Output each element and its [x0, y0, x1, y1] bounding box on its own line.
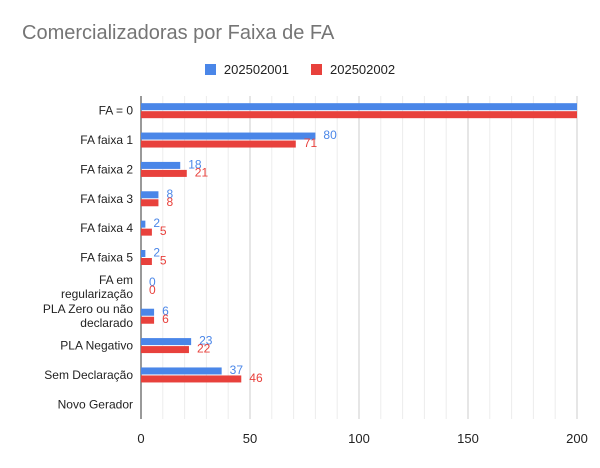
category-label: Novo Gerador	[58, 397, 133, 411]
bar-series-1	[141, 191, 159, 199]
bar-series-2	[141, 346, 189, 354]
chart-title: Comercializadoras por Faixa de FA	[22, 22, 335, 44]
category-label: PLA Negativo	[60, 339, 133, 353]
bar-series-1	[141, 250, 146, 257]
x-tick-label: 200	[566, 431, 588, 446]
data-label-series-2: 5	[160, 224, 167, 238]
data-label-series-1: 80	[323, 128, 337, 142]
data-label-series-2: 0	[149, 283, 156, 297]
bar-series-2	[141, 316, 155, 324]
data-label-series-1: 2	[153, 216, 160, 230]
legend-label-series-2: 202502002	[330, 62, 396, 77]
data-label-series-2: 22	[197, 342, 211, 356]
bar-series-1	[141, 220, 146, 228]
data-label-series-1: 18	[188, 157, 202, 171]
category-label: regularização	[61, 287, 133, 301]
data-label-series-1: 37	[230, 363, 244, 377]
data-label-series-2: 21	[195, 165, 209, 179]
bar-series-2	[141, 228, 152, 236]
data-label-series-2: 6	[162, 312, 169, 326]
x-tick-label: 0	[137, 431, 144, 446]
category-label: FA faixa 4	[80, 221, 133, 235]
category-label: FA faixa 3	[80, 192, 133, 206]
bar-series-2	[141, 140, 296, 148]
bar-series-1	[141, 367, 222, 375]
category-label: declarado	[80, 316, 133, 330]
bar-series-1	[141, 338, 192, 346]
bar-series-2	[141, 258, 152, 265]
legend-swatch-series-1	[204, 64, 216, 75]
data-label-series-1: 0	[149, 275, 156, 289]
legend-label-series-1: 202502001	[223, 62, 289, 77]
bar-series-2	[141, 375, 242, 383]
data-label-series-1: 23	[199, 334, 213, 348]
bar-series-2	[141, 199, 159, 207]
category-label: FA faixa 2	[80, 162, 133, 176]
bar-series-1	[141, 161, 181, 169]
x-tick-label: 50	[243, 431, 257, 446]
legend-swatch-series-2	[311, 64, 322, 75]
data-label-series-2: 71	[304, 136, 318, 150]
bar-series-2	[141, 111, 577, 119]
data-label-series-2: 5	[160, 254, 167, 268]
category-label: PLA Zero ou não	[43, 302, 133, 316]
category-label: FA = 0	[99, 104, 134, 118]
legend-item-series-1: 202502001	[204, 62, 289, 77]
bar-series-1	[141, 103, 577, 111]
category-label: Sem Declaração	[44, 368, 133, 382]
x-tick-label: 100	[348, 431, 370, 446]
data-label-series-1: 8	[166, 187, 173, 201]
data-label-series-1: 2	[153, 246, 160, 260]
category-label: FA em	[99, 273, 133, 287]
legend: 202502001 202502002	[0, 62, 600, 77]
x-tick-label: 150	[457, 431, 479, 446]
category-label: FA faixa 1	[80, 133, 133, 147]
category-label: FA faixa 5	[80, 251, 133, 265]
data-label-series-2: 8	[166, 195, 173, 209]
bar-series-1	[141, 132, 316, 140]
bar-series-2	[141, 169, 187, 177]
data-label-series-1: 6	[162, 304, 169, 318]
data-label-series-2: 46	[249, 371, 263, 385]
legend-item-series-2: 202502002	[311, 62, 395, 77]
bar-series-1	[141, 308, 155, 316]
